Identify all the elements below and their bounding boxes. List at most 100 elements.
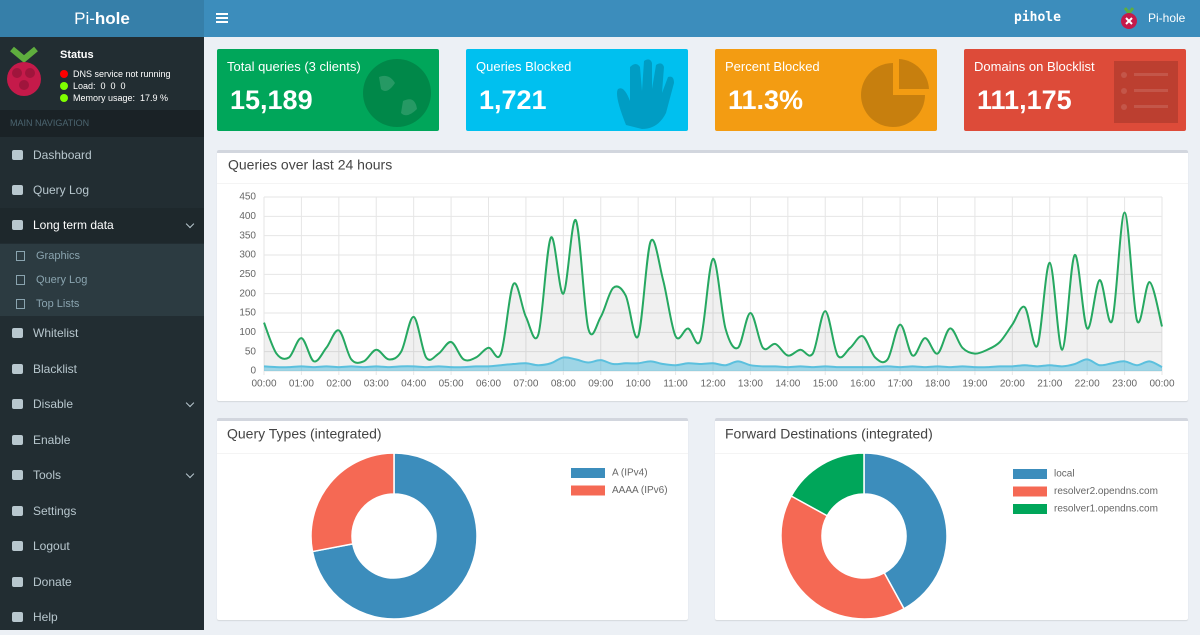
logo-bold: hole [94,9,130,28]
y-tick-label: 50 [245,346,257,357]
stat-box[interactable]: Queries Blocked 1,721 [466,49,688,131]
stat-label: Queries Blocked [476,59,572,74]
menu-item[interactable]: Query Log [33,183,90,197]
x-tick-label: 23:00 [1112,379,1137,390]
donut-segment [790,452,865,517]
x-tick-label: 18:00 [925,379,950,390]
chart-box [217,150,1188,401]
x-tick-label: 03:00 [364,379,389,390]
menu-toggle[interactable] [216,12,229,24]
stat-label: Domains on Blocklist [974,59,1095,74]
stat-icon [363,59,431,127]
hostname: pihole [1014,10,1061,25]
user-name[interactable]: Pi-hole [1148,11,1186,25]
x-tick-label: 00:00 [1149,379,1174,390]
stat-label: Total queries (3 clients) [227,59,361,74]
logo[interactable]: Pi-hole [0,0,204,37]
stat-icon [1114,61,1178,123]
menu-item[interactable]: Blacklist [33,362,78,376]
x-tick-label: 00:00 [251,379,276,390]
menu-item[interactable]: Long term data [0,208,204,243]
menu-icon [12,577,23,587]
y-tick-label: 100 [239,327,256,338]
y-tick-label: 150 [239,308,256,319]
line [263,211,1163,364]
x-tick-label: 21:00 [1037,379,1062,390]
donut-segment [863,452,948,610]
stat-icon [617,59,674,129]
menu-icon [12,541,23,551]
legend-label: resolver2.opendns.com [1054,486,1158,497]
x-tick-label: 20:00 [1000,379,1025,390]
menu-item[interactable]: Whitelist [33,326,79,340]
menu-item[interactable]: Donate [33,575,72,589]
x-tick-label: 04:00 [401,379,426,390]
y-tick-label: 400 [239,211,256,222]
submenu-item[interactable]: Top Lists [36,298,80,310]
menu-icon [12,612,23,622]
x-tick-label: 10:00 [626,379,651,390]
legend-label: local [1054,469,1075,480]
menu-item[interactable]: Tools [33,468,62,482]
y-tick-label: 300 [239,250,256,261]
submenu-icon [16,275,25,285]
stat-value: 111,175 [977,85,1072,115]
menu-item[interactable]: Disable [33,397,74,411]
menu-item[interactable]: Logout [33,539,70,553]
stat-box[interactable]: Domains on Blocklist 111,175 [964,49,1186,131]
x-tick-label: 15:00 [813,379,838,390]
status-text: Load: 0 0 0 [73,81,126,91]
stat-box[interactable]: Total queries (3 clients) 15,189 [217,49,439,131]
menu-icon [12,328,23,338]
stat-box[interactable]: Percent Blocked 11.3% [715,49,937,131]
status-dot [60,70,68,78]
status-text: DNS service not running [73,69,171,79]
legend-label: AAAA (IPv6) [612,485,668,496]
legend-swatch [571,485,605,496]
y-tick-label: 0 [250,366,256,377]
x-tick-label: 09:00 [588,379,613,390]
chart-title: Forward Destinations (integrated) [725,426,933,442]
status-dot [60,94,68,102]
stat-label: Percent Blocked [725,59,820,74]
line [263,356,1163,369]
menu-item[interactable]: Dashboard [33,148,92,162]
stat-icon [861,59,929,127]
status-text: Memory usage: 17.9 % [73,93,169,103]
stat-value: 11.3% [728,85,804,115]
nav-header: MAIN NAVIGATION [0,110,204,137]
submenu-item[interactable]: Query Log [36,274,88,286]
menu-item[interactable]: Help [33,610,58,624]
chart-title: Query Types (integrated) [227,426,382,442]
y-tick-label: 250 [239,269,256,280]
x-tick-label: 08:00 [551,379,576,390]
chart-title: Queries over last 24 hours [228,157,392,173]
menu-item[interactable]: Settings [33,504,77,518]
menu-icon [12,470,23,480]
status-title: Status [60,49,94,61]
x-tick-label: 11:00 [663,379,688,390]
x-tick-label: 13:00 [738,379,763,390]
menu-icon [12,364,23,374]
x-tick-label: 19:00 [962,379,987,390]
menu-item[interactable]: Enable [33,433,71,447]
user-logo[interactable] [1119,6,1139,30]
x-tick-label: 17:00 [888,379,913,390]
submenu-item[interactable]: Graphics [36,250,81,262]
submenu [0,244,204,316]
stat-value: 15,189 [230,85,313,115]
x-tick-label: 07:00 [513,379,538,390]
submenu-icon [16,299,25,309]
legend-swatch [571,468,605,478]
menu-icon [12,220,23,230]
x-tick-label: 14:00 [775,379,800,390]
menu-icon [12,150,23,160]
x-tick-label: 16:00 [850,379,875,390]
menu-icon [12,435,23,445]
x-tick-label: 22:00 [1075,379,1100,390]
donut-segment [311,452,478,620]
y-tick-label: 450 [239,192,256,203]
legend-swatch [1013,504,1047,514]
